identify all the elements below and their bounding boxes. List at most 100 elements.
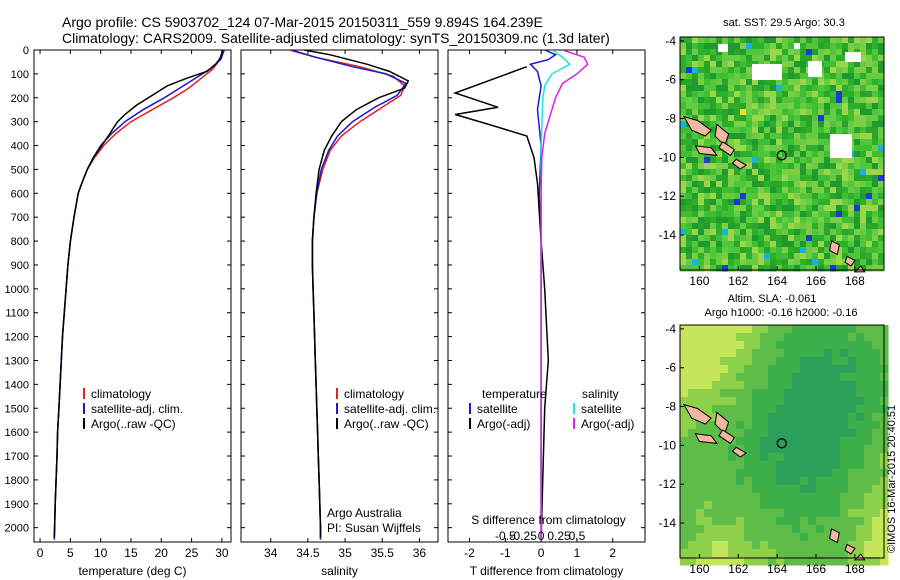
map-cell	[720, 485, 729, 494]
map-cell	[840, 453, 849, 462]
map-cell	[784, 469, 793, 478]
map-cell	[698, 199, 705, 206]
map-cell	[800, 199, 807, 206]
map-cell	[812, 163, 819, 170]
map-cell	[710, 73, 717, 80]
map-cell	[830, 229, 837, 236]
map-cell	[794, 169, 801, 176]
map-cell	[698, 253, 705, 260]
map-cell	[744, 397, 753, 406]
map-cell	[840, 397, 849, 406]
map-cell	[800, 55, 807, 62]
map-cell	[746, 61, 753, 68]
map-cell	[816, 493, 825, 502]
map-cell	[758, 139, 765, 146]
map-cell	[728, 381, 737, 390]
map-cell	[872, 541, 881, 550]
map-cell	[808, 445, 817, 454]
map-cell	[864, 445, 873, 454]
map-cell	[698, 85, 705, 92]
map-cell	[728, 157, 735, 164]
map-cell	[816, 549, 825, 558]
map-cell	[698, 229, 705, 236]
map-cell	[830, 205, 837, 212]
map-cell	[842, 223, 849, 230]
map-cell	[842, 109, 849, 116]
map-cell	[848, 211, 855, 218]
map-cell	[824, 67, 831, 74]
map-cell	[866, 115, 873, 122]
map-cell	[866, 79, 873, 86]
map-cell	[776, 525, 785, 534]
map-cell	[824, 169, 831, 176]
map-cell	[704, 121, 711, 128]
map-cell	[712, 461, 721, 470]
map-cell	[792, 397, 801, 406]
map-cell	[720, 517, 729, 526]
map-cell	[806, 151, 813, 158]
map-cell	[764, 235, 771, 242]
map-cell	[792, 533, 801, 542]
map-cell	[716, 253, 723, 260]
map-cell	[842, 211, 849, 218]
map-cell	[848, 253, 855, 260]
map-cell	[856, 325, 865, 334]
map-cell	[680, 389, 689, 398]
map-cell	[818, 97, 825, 104]
map-cell	[704, 373, 713, 382]
map-cell	[866, 61, 873, 68]
map-cell	[812, 193, 819, 200]
map-cell	[878, 175, 885, 182]
map-cell	[704, 139, 711, 146]
map-cell	[680, 145, 687, 152]
map-cell	[704, 235, 711, 242]
map-cell	[686, 85, 693, 92]
map-cell	[830, 109, 837, 116]
map-cell	[746, 151, 753, 158]
map-cell	[734, 265, 741, 272]
map-cell	[848, 199, 855, 206]
map-cell	[800, 333, 809, 342]
map-cell	[794, 253, 801, 260]
map-cell	[872, 133, 879, 140]
map-cell	[740, 241, 747, 248]
map-cell	[808, 405, 817, 414]
map-cell	[758, 217, 765, 224]
map-cell	[728, 397, 737, 406]
map-cell	[704, 253, 711, 260]
map-cell	[776, 265, 783, 272]
map-cell	[680, 49, 687, 56]
map-cell	[764, 145, 771, 152]
map-cell	[696, 349, 705, 358]
map-cell	[728, 61, 735, 68]
map-cell	[864, 517, 873, 526]
map-cell	[716, 235, 723, 242]
map-cell	[856, 549, 865, 558]
map-cell	[800, 139, 807, 146]
map-cell	[824, 549, 833, 558]
map-y-tick-label: -8	[665, 400, 676, 414]
map-cell	[692, 265, 699, 272]
map-cell	[728, 67, 735, 74]
map-cell	[854, 223, 861, 230]
map-cell	[812, 157, 819, 164]
map-cell	[704, 175, 711, 182]
map-cell	[848, 247, 855, 254]
map-cell	[866, 223, 873, 230]
map-cell	[878, 223, 885, 230]
map-cell	[740, 235, 747, 242]
map-cell	[736, 357, 745, 366]
map-cell	[752, 211, 759, 218]
map-cell	[836, 223, 843, 230]
map-cell	[830, 61, 837, 68]
map-cell	[848, 229, 855, 236]
map-cell	[758, 163, 765, 170]
map-cell	[878, 139, 885, 146]
map-cell	[680, 91, 687, 98]
map-cell	[686, 79, 693, 86]
map-cell	[854, 145, 861, 152]
map-cell	[722, 79, 729, 86]
map-cell	[746, 211, 753, 218]
map-cell	[712, 381, 721, 390]
map-cell	[818, 223, 825, 230]
